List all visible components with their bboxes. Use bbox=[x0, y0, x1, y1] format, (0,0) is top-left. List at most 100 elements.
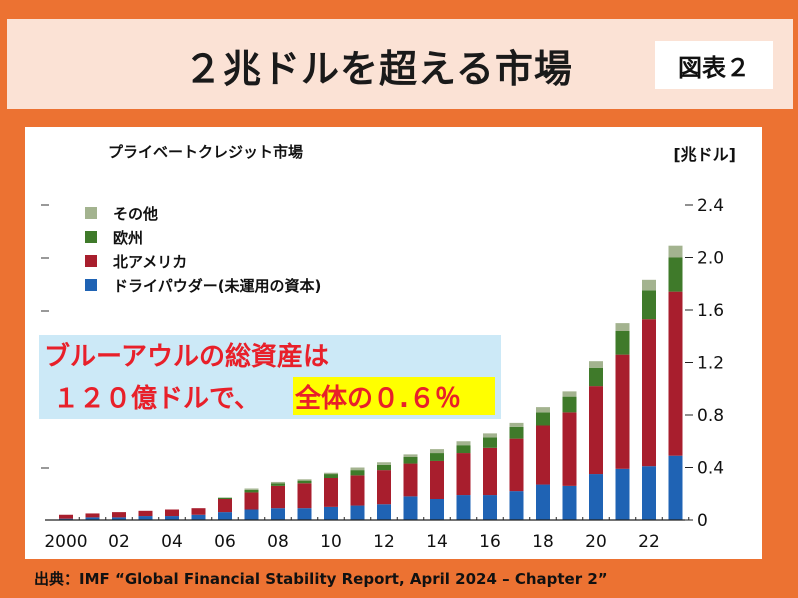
legend-label-0: その他 bbox=[113, 205, 158, 223]
source-citation: 出典：IMF “Global Financial Stability Repor… bbox=[34, 570, 608, 588]
bar-2023-series-0 bbox=[668, 455, 683, 520]
x-tick-label-02: 02 bbox=[108, 532, 130, 552]
bar-2008-series-0 bbox=[271, 508, 285, 520]
annotation-line-1: ブルーアウルの総資産は bbox=[44, 341, 329, 372]
bar-2011-series-3 bbox=[350, 467, 365, 471]
bar-2019-series-2 bbox=[562, 396, 577, 413]
legend-swatch-3 bbox=[85, 279, 97, 291]
bar-2014-series-0 bbox=[430, 499, 444, 520]
legend-swatch-2 bbox=[85, 255, 97, 267]
bar-2015-series-1 bbox=[456, 453, 471, 496]
bar-2009-series-1 bbox=[297, 483, 312, 509]
annotation-highlight bbox=[293, 377, 495, 415]
bar-2014-series-3 bbox=[430, 449, 444, 454]
y-tick-label-0: 0 bbox=[697, 511, 708, 531]
page-title: ２兆ドルを超える市場 bbox=[184, 47, 573, 91]
y-tick-label-5: 2.0 bbox=[697, 249, 724, 269]
bar-2004-series-1 bbox=[165, 509, 179, 517]
bar-2014-series-2 bbox=[430, 453, 444, 461]
bar-2006-series-2 bbox=[218, 497, 232, 499]
bar-2019-series-0 bbox=[562, 485, 577, 520]
bar-2022-series-3 bbox=[642, 279, 656, 291]
bar-2010-series-2 bbox=[324, 474, 338, 478]
bar-2010-series-1 bbox=[324, 478, 338, 507]
bar-2007-series-2 bbox=[244, 489, 259, 493]
x-tick-label-12: 12 bbox=[373, 532, 395, 552]
bar-2013-series-0 bbox=[403, 496, 418, 520]
bar-2020-series-0 bbox=[589, 474, 603, 520]
bar-2010-series-3 bbox=[324, 472, 338, 475]
bar-2013-series-2 bbox=[403, 457, 418, 464]
bar-2020-series-2 bbox=[589, 367, 603, 387]
x-tick-label-06: 06 bbox=[214, 532, 236, 552]
legend-label-2: 北アメリカ bbox=[113, 253, 187, 271]
bar-2015-series-0 bbox=[456, 495, 471, 520]
bar-2020-series-3 bbox=[589, 361, 603, 368]
annotation-line-2b: 全体の０.６％ bbox=[294, 383, 461, 414]
bar-2011-series-1 bbox=[350, 475, 365, 506]
annotation-line-2a: １２０億ドルで、 bbox=[53, 384, 260, 414]
figure-label-badge: 図表２ bbox=[655, 41, 773, 89]
bar-2021-series-0 bbox=[615, 468, 630, 520]
chart-panel: プライベートクレジット市場 [兆ドル] 2000 02 04 06 08 10 12 14 16… bbox=[25, 127, 762, 559]
bar-2006-series-1 bbox=[218, 499, 232, 513]
bar-2016-series-3 bbox=[483, 433, 497, 438]
bar-2003-series-1 bbox=[138, 510, 153, 517]
bar-2012-series-2 bbox=[377, 464, 391, 471]
bar-2023-series-1 bbox=[668, 291, 683, 456]
bar-2000-series-0 bbox=[59, 518, 73, 520]
bar-2005-series-1 bbox=[191, 508, 206, 515]
y-unit-label: [兆ドル] bbox=[673, 145, 736, 164]
bar-2013-series-3 bbox=[403, 454, 418, 457]
bar-2002-series-0 bbox=[112, 517, 126, 520]
bar-2009-series-2 bbox=[297, 480, 312, 484]
bar-2011-series-2 bbox=[350, 470, 365, 476]
bar-2002-series-1 bbox=[112, 512, 126, 518]
bar-2018-series-3 bbox=[536, 407, 550, 413]
y-tick-label-6: 2.4 bbox=[697, 196, 724, 216]
bar-2017-series-3 bbox=[509, 422, 524, 427]
bar-2017-series-1 bbox=[509, 438, 524, 492]
chart-title: プライベートクレジット市場 bbox=[108, 143, 303, 161]
x-tick-label-18: 18 bbox=[532, 532, 554, 552]
bar-2008-series-1 bbox=[271, 485, 285, 509]
x-tick-label-16: 16 bbox=[479, 532, 501, 552]
bar-2007-series-3 bbox=[244, 488, 259, 490]
legend-swatch-1 bbox=[85, 231, 97, 243]
axes-group: 2000 02 04 06 08 10 12 14 16 18 20 22 0 0.4 0.8 1.2 1.6 2… bbox=[44, 196, 724, 552]
bar-2011-series-0 bbox=[350, 505, 365, 520]
bar-2009-series-0 bbox=[297, 508, 312, 520]
x-tick-label-08: 08 bbox=[267, 532, 289, 552]
bar-2003-series-0 bbox=[138, 516, 153, 520]
bar-2016-series-0 bbox=[483, 495, 497, 520]
x-tick-label-14: 14 bbox=[426, 532, 448, 552]
bar-2018-series-2 bbox=[536, 412, 550, 426]
stacked-bar-chart: プライベートクレジット市場 [兆ドル] 2000 02 04 06 08 10 12 14 16… bbox=[39, 143, 736, 552]
bar-2000-series-1 bbox=[59, 514, 73, 519]
y-tick-label-2: 0.8 bbox=[697, 406, 724, 426]
legend-label-1: 欧州 bbox=[113, 229, 143, 247]
bar-2012-series-0 bbox=[377, 504, 391, 520]
x-tick-label-22: 22 bbox=[638, 532, 660, 552]
bar-2007-series-0 bbox=[244, 509, 259, 520]
bar-2015-series-2 bbox=[456, 445, 471, 454]
bar-2018-series-0 bbox=[536, 484, 550, 520]
x-tick-label-10: 10 bbox=[320, 532, 342, 552]
bar-2021-series-3 bbox=[615, 323, 630, 331]
bar-2013-series-1 bbox=[403, 463, 418, 497]
bar-2001-series-1 bbox=[85, 513, 100, 518]
bar-2021-series-2 bbox=[615, 331, 630, 355]
bar-2016-series-1 bbox=[483, 447, 497, 496]
bar-2016-series-2 bbox=[483, 437, 497, 448]
bar-2019-series-1 bbox=[562, 412, 577, 486]
y-tick-label-4: 1.6 bbox=[697, 301, 724, 321]
bar-2012-series-3 bbox=[377, 462, 391, 465]
bar-2004-series-0 bbox=[165, 516, 179, 520]
bar-2014-series-1 bbox=[430, 460, 444, 499]
bar-2022-series-2 bbox=[642, 290, 656, 320]
bar-2005-series-0 bbox=[191, 514, 206, 520]
bar-2012-series-1 bbox=[377, 470, 391, 505]
bar-2021-series-1 bbox=[615, 354, 630, 469]
bar-2022-series-0 bbox=[642, 466, 656, 520]
